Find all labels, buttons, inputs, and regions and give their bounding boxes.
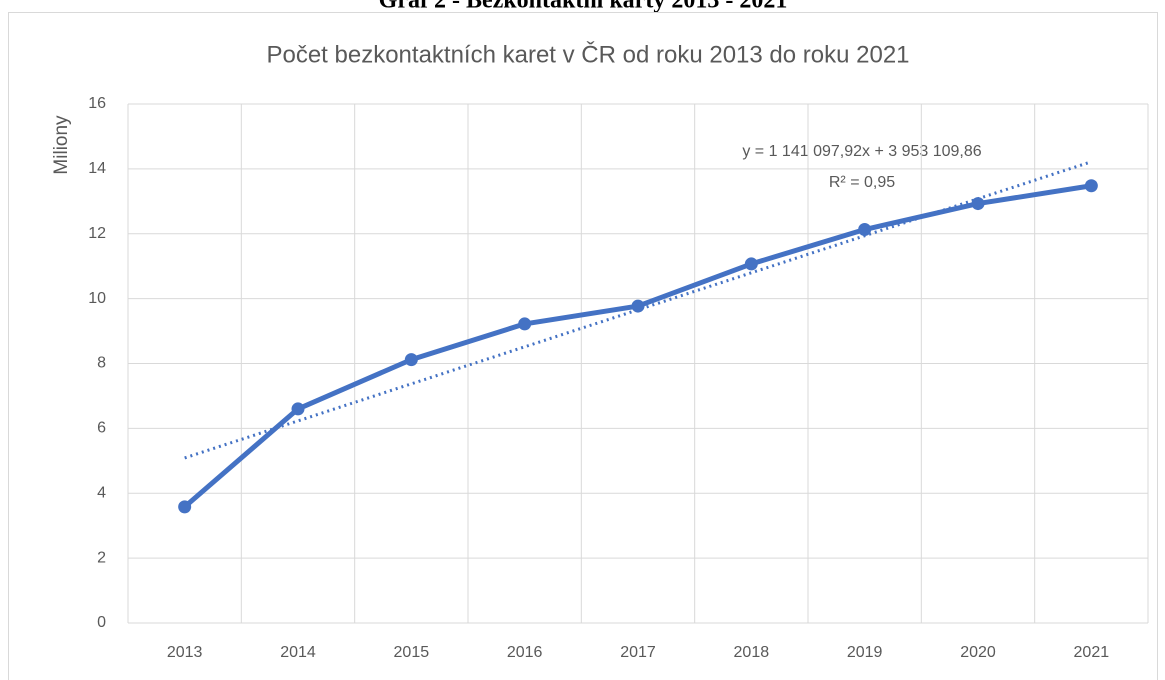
data-point (971, 197, 985, 211)
x-tick-label: 2017 (620, 644, 656, 661)
data-point (404, 353, 418, 367)
y-tick-label: 10 (88, 290, 106, 307)
y-axis-title: Miliony (51, 115, 72, 175)
x-tick-label: 2014 (280, 644, 316, 661)
trend-equation: y = 1 141 097,92x + 3 953 109,86 (742, 143, 981, 160)
x-tick-label: 2015 (394, 644, 430, 661)
x-tick-label: 2021 (1074, 644, 1110, 661)
data-point (1084, 179, 1098, 193)
chart-title: Počet bezkontaktních karet v ČR od roku … (266, 40, 909, 68)
x-tick-label: 2016 (507, 644, 543, 661)
heading: Graf 2 - Bezkontaktní karty 2013 - 2021 (379, 0, 788, 14)
y-tick-label: 16 (88, 95, 106, 112)
x-tick-label: 2019 (847, 644, 883, 661)
x-tick-label: 2013 (167, 644, 203, 661)
data-point (518, 317, 532, 331)
x-tick-label: 2020 (960, 644, 996, 661)
data-point (631, 299, 645, 313)
trend-r2: R² = 0,95 (829, 174, 895, 191)
y-tick-label: 4 (97, 484, 106, 501)
data-point (744, 257, 758, 271)
data-point (178, 500, 192, 514)
y-tick-label: 12 (88, 225, 106, 242)
x-tick-label: 2018 (734, 644, 770, 661)
y-tick-label: 0 (97, 614, 106, 631)
chart-border (8, 12, 1158, 680)
y-tick-label: 14 (88, 160, 106, 177)
y-tick-label: 6 (97, 420, 106, 437)
data-point (291, 402, 305, 416)
data-point (858, 223, 872, 237)
y-tick-label: 2 (97, 549, 106, 566)
y-tick-label: 8 (97, 355, 106, 372)
